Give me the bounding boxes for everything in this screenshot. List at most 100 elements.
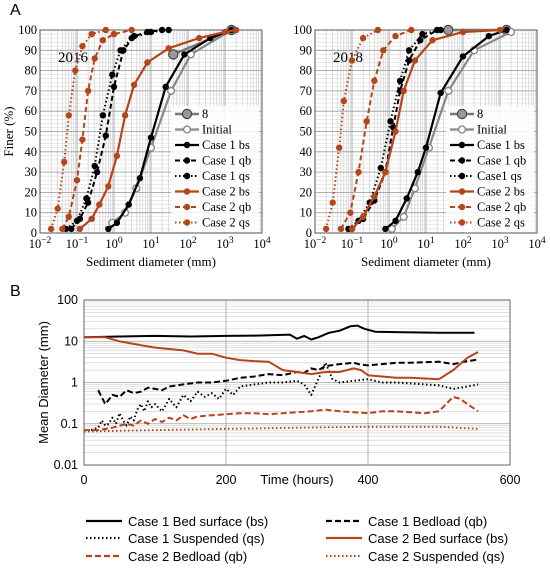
legend-marker-case-1-qs bbox=[183, 172, 191, 180]
data-point-case-2-bs bbox=[165, 45, 172, 52]
x-tick-label: 600 bbox=[500, 473, 521, 487]
data-point-initial bbox=[167, 86, 176, 96]
data-point-case-2-qs bbox=[65, 112, 73, 119]
panel-label-b: B bbox=[10, 283, 21, 300]
x-tick-label: 10−2 bbox=[304, 236, 327, 251]
data-point-case-1-bs bbox=[181, 51, 188, 58]
data-point-case-2-qb bbox=[59, 225, 66, 233]
data-point-initial bbox=[399, 212, 408, 221]
data-point-case-1-qb bbox=[417, 37, 424, 44]
year-label: 2018 bbox=[333, 50, 363, 66]
legend-label-initial: Initial bbox=[202, 123, 232, 137]
legend-label-initial: Initial bbox=[477, 123, 507, 137]
data-point-case-2-qb bbox=[363, 118, 370, 125]
data-point-case-2-bs bbox=[359, 213, 367, 220]
data-point-case-2-qs bbox=[374, 26, 382, 34]
data-point-case-2-bs bbox=[195, 34, 203, 42]
data-point-8 bbox=[168, 49, 179, 60]
data-point-case-1-qb bbox=[93, 168, 101, 176]
data-point-case-1-qs bbox=[91, 162, 98, 170]
y-tick-label: 0 bbox=[31, 226, 37, 240]
data-point-case-2-qb bbox=[355, 168, 362, 176]
legend-marker-case-1-bs bbox=[183, 141, 191, 149]
data-point-case-2-qb bbox=[99, 37, 107, 44]
data-point-case-2-qb bbox=[128, 26, 135, 34]
legend-marker-initial bbox=[182, 125, 192, 134]
data-point-case-1-bs bbox=[392, 217, 399, 224]
x-tick-label: 10−1 bbox=[66, 236, 89, 251]
data-point-case-2-qs bbox=[79, 43, 86, 50]
legend-label-case-1-bedload-qb: Case 1 Bedload (qb) bbox=[368, 514, 487, 529]
data-point-case-1-qs bbox=[117, 47, 124, 54]
series-group bbox=[83, 324, 479, 433]
data-point-case-2-bs bbox=[144, 59, 151, 66]
data-point-case-2-bs bbox=[130, 81, 138, 89]
x-tick-label: 102 bbox=[454, 236, 472, 251]
data-point-case-1-bs bbox=[125, 201, 132, 208]
series-line-case-2-bed-surface-bs bbox=[84, 336, 479, 381]
data-point-case-2-bs bbox=[113, 152, 121, 160]
legend-label-case-2-bs: Case 2 bs bbox=[202, 185, 250, 199]
y-tick-label: 90 bbox=[25, 43, 38, 57]
y-tick-label: 0 bbox=[306, 226, 312, 240]
y-tick-label: 60 bbox=[25, 104, 38, 118]
data-point-case-2-qb bbox=[73, 177, 81, 184]
data-point-case-1-bs bbox=[147, 134, 155, 141]
legend-marker-case-2-qs bbox=[458, 219, 466, 226]
data-point-case-2-bs bbox=[429, 37, 436, 44]
x-tick-label: 102 bbox=[179, 236, 197, 251]
y-tick-label: 50 bbox=[25, 125, 38, 139]
data-point-case-1-bs bbox=[105, 225, 112, 233]
data-point-case-2-qb bbox=[65, 213, 73, 220]
x-tick-label: 104 bbox=[253, 236, 271, 251]
legend-label-8: 8 bbox=[477, 107, 483, 121]
data-point-case1-qs bbox=[419, 30, 426, 38]
chart-a-2016: 0 10 20 30 40 50 60 70 80 90 100 10−2 10−1 100 101 102 1… bbox=[1, 23, 271, 269]
legend-label-case-2-qb: Case 2 qb bbox=[477, 200, 526, 214]
data-point-case-1-bs bbox=[403, 195, 410, 202]
y-tick-label: 40 bbox=[300, 145, 313, 159]
y-tick-label: 80 bbox=[300, 64, 313, 78]
data-point-case-2-bs bbox=[371, 193, 378, 200]
y-tick-label: 100 bbox=[293, 23, 312, 37]
data-point-8 bbox=[443, 24, 454, 36]
y-tick-label: 1 bbox=[71, 376, 78, 390]
series-line-case-2-qb bbox=[61, 29, 132, 230]
x-tick-label: 0 bbox=[81, 473, 88, 487]
x-tick-label: 103 bbox=[216, 236, 234, 251]
legend-label-case-1-qb: Case 1 qb bbox=[477, 154, 526, 168]
legend-label-case1-qs: Case1 qs bbox=[477, 169, 522, 183]
x-tick-label: 103 bbox=[491, 236, 509, 251]
data-point-case-2-bs bbox=[221, 28, 229, 36]
series-line-case-1-bedload-qb bbox=[97, 358, 479, 406]
series-line-case-2-bedload-qb bbox=[84, 395, 479, 432]
data-point-case-2-bs bbox=[459, 28, 467, 36]
legend-marker-case-1-qb bbox=[183, 157, 191, 164]
y-tick-label: 0.1 bbox=[61, 417, 78, 431]
data-point-case-1-bs bbox=[113, 219, 121, 226]
y-axis-title: Finer (%) bbox=[1, 106, 16, 156]
x-axis-title: Sediment diameter (mm) bbox=[361, 254, 491, 269]
legend-marker-case-1-qb bbox=[458, 157, 466, 164]
data-point-initial bbox=[444, 86, 453, 96]
legend-label-case-2-qs: Case 2 qs bbox=[477, 216, 525, 230]
data-point-case-2-qb bbox=[371, 77, 378, 85]
data-point-case-1-qs bbox=[165, 26, 172, 34]
legend-marker-8 bbox=[456, 108, 468, 120]
data-point-case-1-qs bbox=[109, 71, 116, 78]
legend-marker-case-1-bs bbox=[458, 141, 466, 149]
legend-label-case-1-bed-surface-bs: Case 1 Bed surface (bs) bbox=[128, 514, 268, 529]
data-point-case-1-bs bbox=[162, 83, 169, 91]
chart-a-2018: 0 10 20 30 40 50 60 70 80 90 100 10−2 10−1 100 101 102 1… bbox=[293, 23, 546, 269]
legend-label-8: 8 bbox=[202, 107, 208, 121]
x-tick-label: 10−2 bbox=[29, 236, 52, 251]
legend-marker-initial bbox=[457, 125, 467, 134]
x-tick-label: 100 bbox=[380, 236, 398, 251]
data-point-case-2-qb bbox=[380, 47, 387, 54]
data-point-case-1-qb bbox=[102, 132, 110, 139]
y-axis-title: Mean Diameter (mm) bbox=[36, 321, 51, 444]
y-tick-label: 20 bbox=[25, 185, 38, 199]
data-point-case-2-bs bbox=[400, 87, 407, 95]
